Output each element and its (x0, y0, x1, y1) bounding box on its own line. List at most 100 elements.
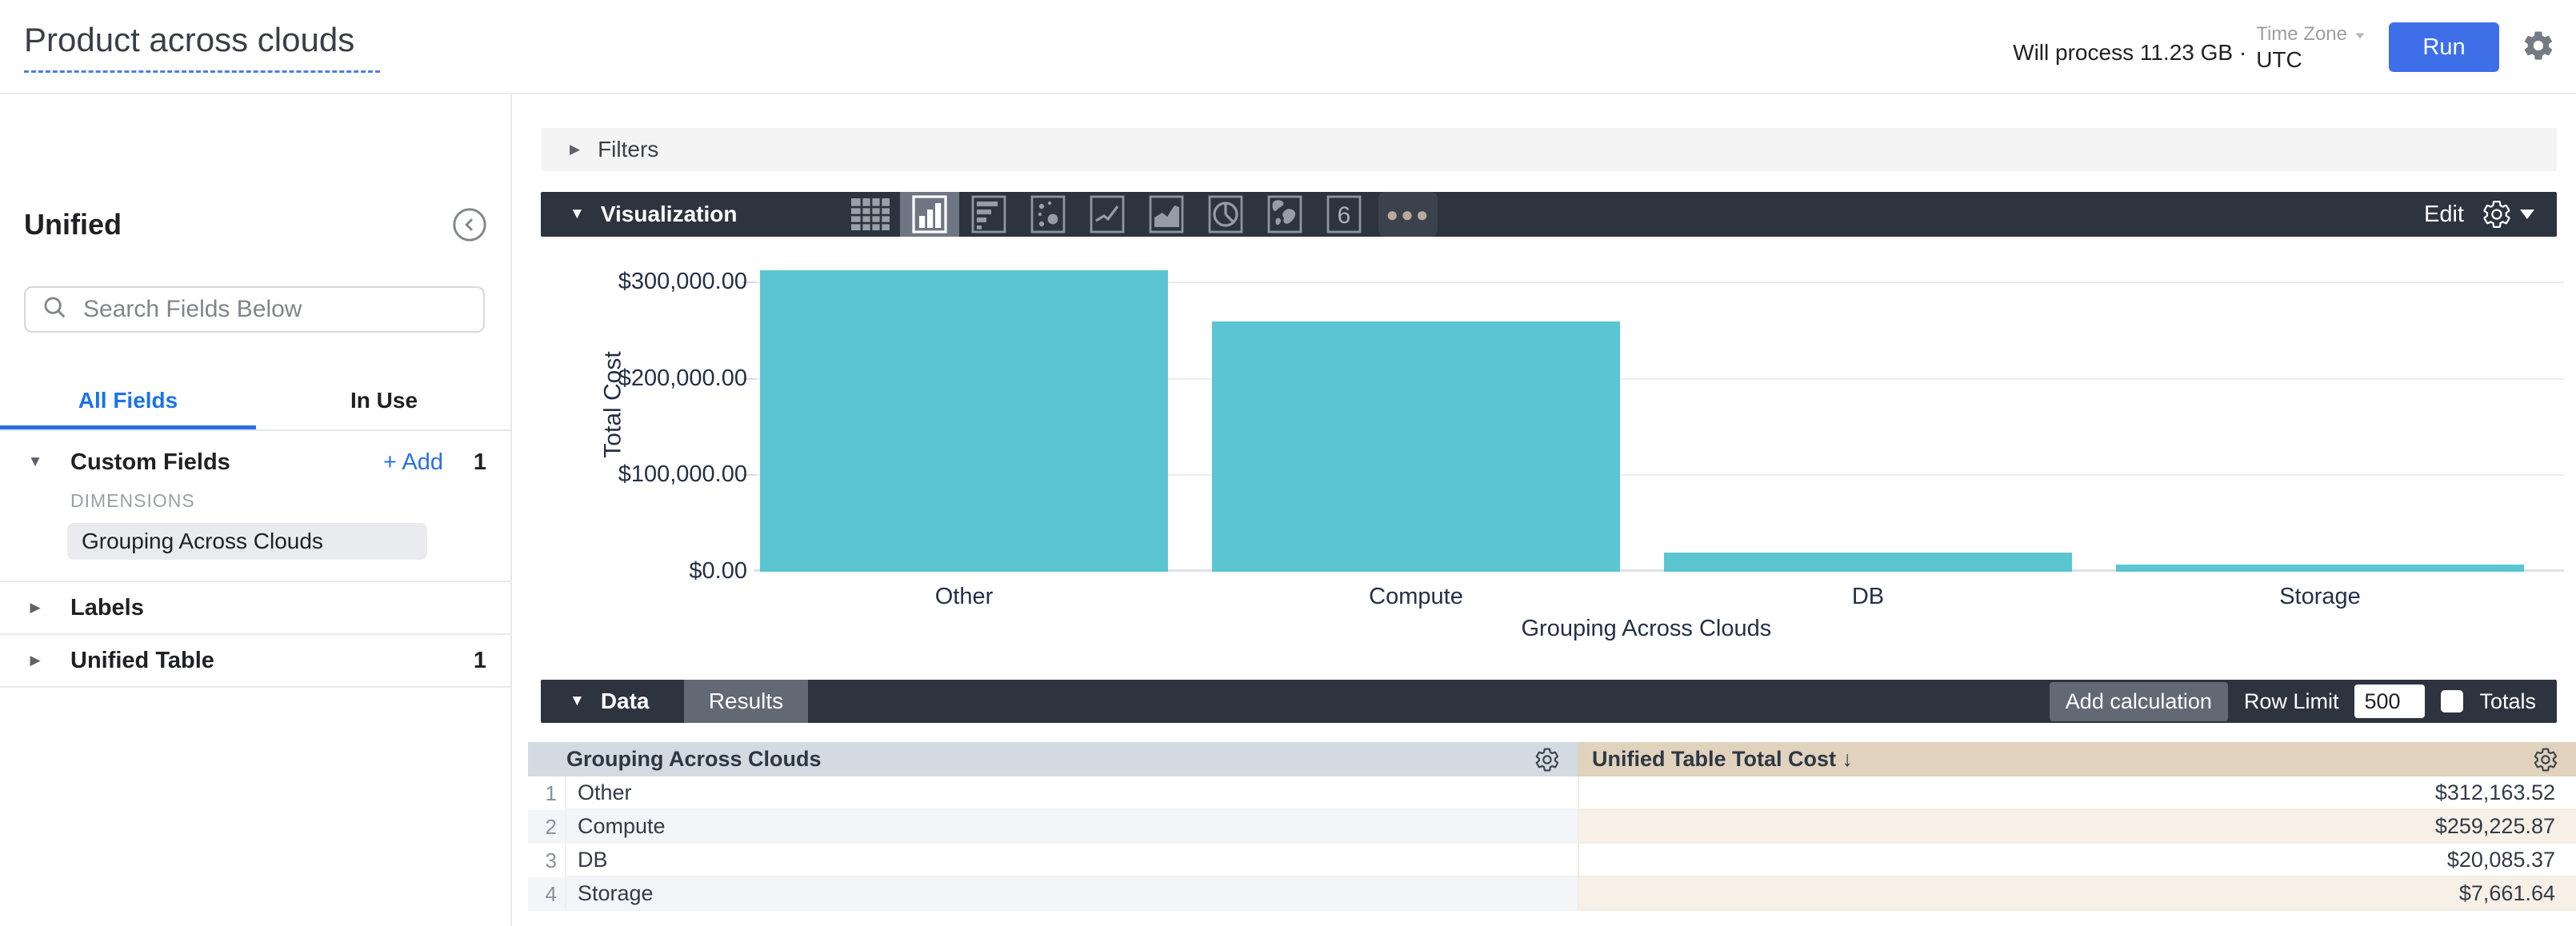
query-size-estimate: Will process 11.23 GB · (2013, 40, 2247, 65)
timezone-value: UTC (2256, 47, 2302, 72)
divider (0, 581, 512, 582)
gridline (758, 377, 2564, 380)
viz-type-map-icon[interactable] (1255, 192, 1314, 237)
viz-type-pie-chart-icon[interactable] (1196, 192, 1255, 237)
visualization-section-header: ▼ Visualization 6 ●●● (541, 192, 2557, 237)
cell-measure[interactable]: $259,225.87 (1578, 810, 2576, 844)
edit-visualization-button[interactable]: Edit (2424, 201, 2464, 227)
column-header-grouping-across-clouds[interactable]: Grouping Across Clouds (528, 742, 1578, 776)
viz-type-column-chart-icon[interactable] (900, 192, 960, 237)
bar-storage[interactable] (2116, 564, 2524, 572)
tab-results[interactable]: Results (684, 680, 808, 723)
row-number: 2 (528, 810, 566, 844)
custom-fields-count: 1 (473, 449, 486, 475)
viz-type-single-value-icon[interactable]: 6 (1314, 192, 1374, 237)
viz-type-line-chart-icon[interactable] (1078, 192, 1137, 237)
triangle-right-icon: ▶ (570, 142, 581, 157)
bar-chart: Total Cost $0.00 $100,000.00 $200,000.00 $3… (528, 237, 2576, 675)
y-tick-label: $0.00 (689, 558, 747, 584)
cell-dimension[interactable]: Compute (566, 810, 1578, 844)
triangle-right-icon[interactable]: ▶ (30, 653, 41, 668)
unified-table-count: 1 (473, 647, 486, 673)
table-header-row: Grouping Across Clouds Unified Table Tot… (528, 742, 2576, 776)
viz-type-area-chart-icon[interactable] (1137, 192, 1196, 237)
divider (0, 686, 512, 688)
viz-type-more-icon[interactable]: ●●● (1378, 192, 1438, 237)
totals-label: Totals (2479, 689, 2536, 713)
field-search-box[interactable] (24, 286, 485, 333)
tabs-divider (0, 429, 512, 431)
table-body: 1 Other $312,163.52 2 Compute $259,225.87 3 DB $… (528, 776, 2576, 911)
field-grouping-across-clouds[interactable]: Grouping Across Clouds (67, 523, 427, 560)
viz-type-scatter-icon[interactable] (1018, 192, 1078, 237)
data-label: Data (600, 689, 650, 713)
tab-in-use[interactable]: In Use (350, 388, 418, 413)
filters-section-header[interactable]: ▶ Filters (541, 128, 2557, 171)
collapse-panel-icon[interactable] (451, 206, 488, 243)
gridline (758, 474, 2564, 477)
y-tick-mark (742, 281, 757, 283)
y-tick-mark (742, 377, 757, 380)
sidebar-section-unified-table[interactable]: ▶ Unified Table 1 (0, 635, 512, 686)
x-tick-label: Other (934, 584, 994, 609)
header-actions: Will process 11.23 GB · Time Zone UTC Ru… (2013, 0, 2555, 94)
explore-settings-gear-icon[interactable] (2522, 29, 2555, 66)
svg-text:6: 6 (1338, 202, 1351, 229)
data-section-header: ▼ Data Results Add calculation Row Limit… (541, 680, 2557, 723)
bar-db[interactable] (1664, 552, 2072, 572)
cell-measure[interactable]: $20,085.37 (1578, 844, 2576, 877)
viz-type-table-icon[interactable] (841, 192, 900, 237)
cell-dimension[interactable]: Storage (566, 877, 1578, 911)
cell-dimension[interactable]: Other (566, 776, 1578, 810)
x-tick-label: Compute (1369, 584, 1463, 609)
cell-measure[interactable]: $7,661.64 (1578, 877, 2576, 911)
row-limit-input[interactable] (2354, 685, 2426, 718)
chevron-down-icon (2355, 33, 2365, 38)
visualization-settings-gear-icon[interactable] (2482, 199, 2534, 230)
triangle-down-icon[interactable]: ▼ (570, 693, 585, 709)
column-header-unified-table-total-cost[interactable]: Unified Table Total Cost ↓ (1578, 742, 2576, 776)
bar-other[interactable] (760, 270, 1168, 572)
add-calculation-button[interactable]: Add calculation (2049, 681, 2228, 721)
y-tick-label: $100,000.00 (618, 461, 747, 488)
viz-type-bar-chart-icon[interactable] (959, 192, 1018, 237)
dimensions-group-label: DIMENSIONS (70, 490, 195, 511)
sort-desc-arrow: ↓ (1842, 747, 1854, 771)
column-gear-icon[interactable] (1534, 747, 1560, 772)
table-row: 3 DB $20,085.37 (528, 844, 2576, 877)
bar-compute[interactable] (1212, 321, 1620, 572)
row-number: 4 (528, 877, 566, 911)
explore-name: Unified (24, 208, 122, 241)
search-input[interactable] (83, 296, 467, 323)
column-gear-icon[interactable] (2533, 747, 2558, 772)
page-title[interactable]: Product across clouds (24, 21, 380, 73)
triangle-down-icon[interactable]: ▼ (27, 453, 43, 470)
cell-dimension[interactable]: DB (566, 844, 1578, 877)
visualization-label: Visualization (600, 202, 738, 226)
chevron-down-icon (2520, 210, 2534, 219)
tab-all-fields[interactable]: All Fields (78, 388, 178, 413)
sidebar-section-custom-fields[interactable]: ▼ Custom Fields + Add 1 (0, 437, 512, 488)
triangle-down-icon[interactable]: ▼ (570, 206, 585, 222)
table-row: 4 Storage $7,661.64 (528, 877, 2576, 911)
cell-measure[interactable]: $312,163.52 (1578, 776, 2576, 810)
x-axis-title: Grouping Across Clouds (1521, 616, 1772, 641)
x-axis-line (754, 569, 2564, 572)
results-table: Grouping Across Clouds Unified Table Tot… (528, 742, 2576, 911)
add-custom-field-button[interactable]: + Add (383, 449, 443, 475)
totals-checkbox[interactable] (2441, 690, 2464, 712)
triangle-right-icon[interactable]: ▶ (30, 600, 41, 615)
row-limit-label: Row Limit (2243, 689, 2339, 713)
gridline (758, 281, 2564, 283)
sidebar-section-labels[interactable]: ▶ Labels (0, 582, 512, 633)
y-tick-label: $200,000.00 (618, 365, 747, 391)
run-button[interactable]: Run (2389, 22, 2499, 72)
divider (0, 633, 512, 635)
app-header: Product across clouds Will process 11.23… (0, 0, 2576, 94)
viz-type-picker: 6 ●●● (841, 192, 1438, 237)
table-row: 2 Compute $259,225.87 (528, 810, 2576, 844)
active-tab-indicator (0, 425, 256, 431)
row-number: 1 (528, 776, 566, 810)
timezone-label: Time Zone (2256, 23, 2347, 45)
timezone-select[interactable]: Time Zone UTC (2256, 22, 2366, 73)
